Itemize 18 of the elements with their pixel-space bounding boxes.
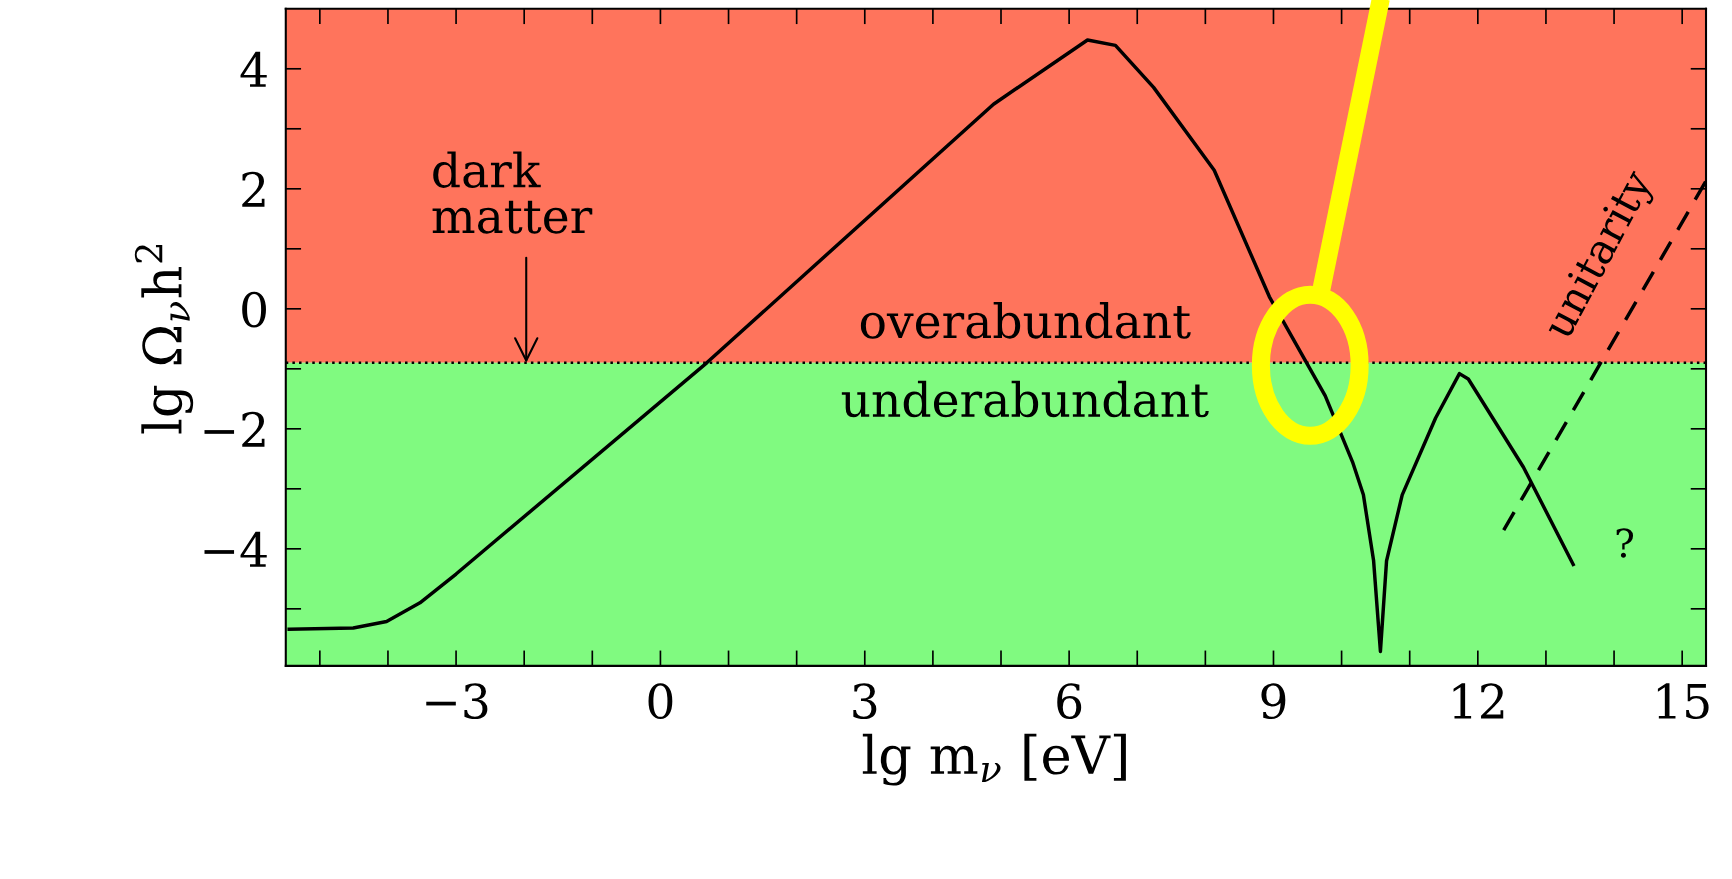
y-tick-label: 4 xyxy=(240,51,267,87)
x-tick-label: 15 xyxy=(1657,683,1709,720)
x-tick-label: 3 xyxy=(853,683,877,720)
x-tick-label: −3 xyxy=(426,683,488,720)
x-tick-label: 9 xyxy=(1261,683,1286,720)
y-tick-label: −4 xyxy=(204,531,267,567)
annotation: ? xyxy=(1616,528,1634,558)
x-axis-title: lg m$_{ν}$ [eV] xyxy=(862,733,1126,786)
x-tick-label: 6 xyxy=(1057,683,1082,720)
y-axis-title: lg Ω$_{ν}$h$^{2}$ xyxy=(134,245,194,434)
y-tick-label: 2 xyxy=(242,171,265,207)
band-label: overabundant xyxy=(860,302,1191,339)
x-tick-label: 12 xyxy=(1453,683,1504,719)
band-label: underabundant xyxy=(841,380,1209,418)
annotation: dark matter xyxy=(432,151,593,234)
y-tick-label: 0 xyxy=(242,291,266,328)
x-tick-label: 0 xyxy=(648,683,673,720)
y-tick-label: −2 xyxy=(204,411,265,447)
